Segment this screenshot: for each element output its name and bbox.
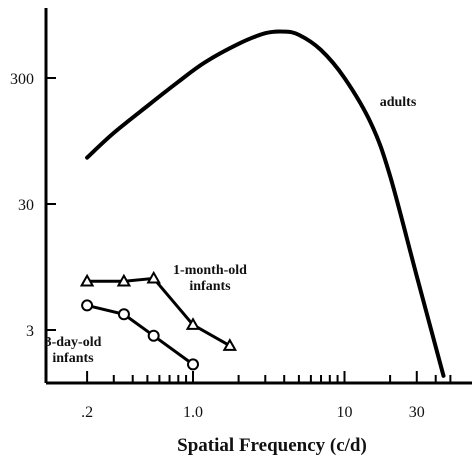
series-line-adults <box>85 29 446 378</box>
chart-ticks <box>46 77 452 383</box>
chart-axes <box>44 8 472 385</box>
circle-marker <box>81 299 94 312</box>
triangle-marker <box>116 273 132 287</box>
triangle-marker <box>79 273 95 287</box>
circle-marker <box>187 358 199 371</box>
triangle-marker <box>222 338 238 351</box>
triangle-marker <box>146 270 161 284</box>
annotation-label: infants <box>52 351 94 366</box>
x-tick-label: .2 <box>81 404 93 421</box>
x-tick-label: 10 <box>337 404 353 421</box>
y-tick-label: 30 <box>18 197 34 214</box>
chart-series <box>79 29 446 378</box>
series-line-3-day <box>86 303 194 366</box>
circle-marker <box>117 308 130 321</box>
x-tick-label: 1.0 <box>183 404 203 421</box>
annotation-label: infants <box>189 279 231 294</box>
annotation-label: 3-day-old <box>45 335 102 350</box>
y-tick-label: 300 <box>10 71 34 88</box>
annotation-label: 1-month-old <box>173 263 247 278</box>
chart-labels: .2 1.0 10 30 3 30 300 Spatial Frequency (c/d) ad… <box>10 71 425 456</box>
x-tick-label: 30 <box>409 404 425 421</box>
y-tick-label: 3 <box>26 323 34 340</box>
annotation-label: adults <box>380 95 417 110</box>
x-axis-title: Spatial Frequency (c/d) <box>177 435 367 456</box>
triangle-marker <box>185 317 201 330</box>
circle-marker <box>147 329 160 342</box>
